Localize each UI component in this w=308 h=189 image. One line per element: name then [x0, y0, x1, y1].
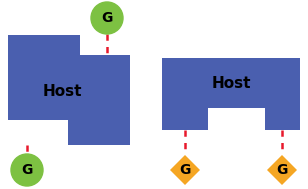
Text: G: G [101, 11, 113, 25]
Text: G: G [21, 163, 33, 177]
Text: G: G [179, 163, 191, 177]
Text: Host: Host [42, 84, 82, 99]
Circle shape [11, 154, 43, 186]
Polygon shape [162, 58, 300, 130]
Polygon shape [170, 155, 200, 185]
Polygon shape [267, 155, 297, 185]
Polygon shape [8, 35, 130, 145]
Text: G: G [276, 163, 288, 177]
Text: Host: Host [211, 75, 251, 91]
Circle shape [91, 2, 123, 34]
